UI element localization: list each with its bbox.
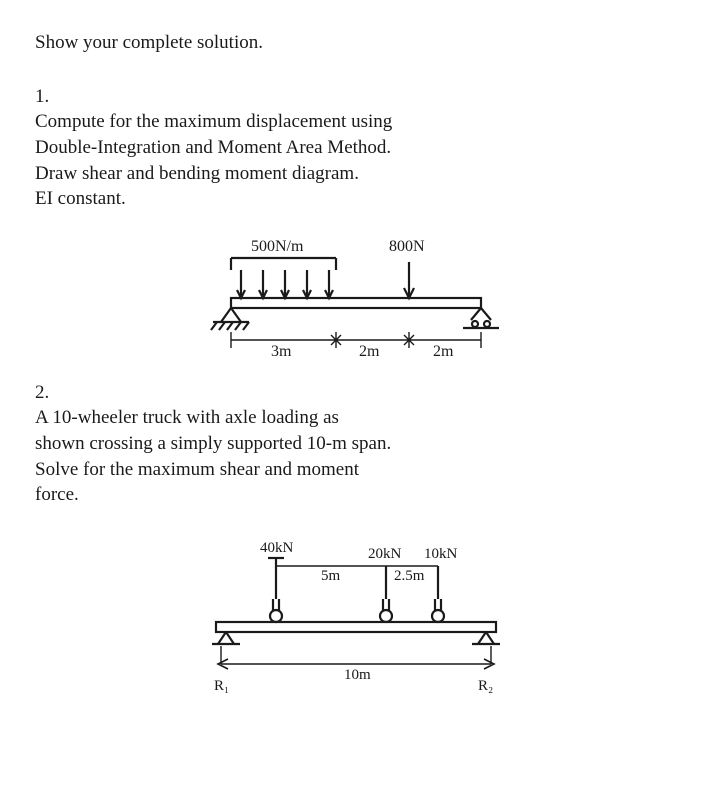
- p1-diagram: 500N/m 800N 3m 2m 2m: [191, 218, 521, 358]
- header-text: Show your complete solution.: [35, 32, 263, 53]
- p2-number: 2.: [35, 380, 61, 406]
- p2-diagram: 40kN 20kN 10kN 5m 2.5m 10m R₁ R₂: [176, 514, 536, 694]
- p1-dim2: 2m: [359, 343, 380, 358]
- p1-line2: Double-Integration and Moment Area Metho…: [35, 137, 391, 158]
- problem-2: 2. A 10-wheeler truck with axle loading …: [35, 380, 677, 694]
- problem-1: 1. Compute for the maximum displacement …: [35, 84, 677, 358]
- p1-line1: Compute for the maximum displacement usi…: [35, 111, 392, 132]
- p2-w1: 40kN: [260, 540, 294, 556]
- p1-number: 1.: [35, 84, 61, 110]
- p2-w2: 20kN: [368, 546, 402, 562]
- p2-line2: shown crossing a simply supported 10-m s…: [35, 433, 391, 454]
- p1-line4: EI constant.: [35, 188, 126, 209]
- p2-line4: force.: [35, 484, 79, 505]
- p1-line3: Draw shear and bending moment diagram.: [35, 163, 359, 184]
- p1-dim1: 3m: [271, 343, 292, 358]
- p1-dim3: 2m: [433, 343, 454, 358]
- p2-line3: Solve for the maximum shear and moment: [35, 459, 359, 480]
- p2-line1: A 10-wheeler truck with axle loading as: [35, 407, 339, 428]
- p2-s1: 5m: [321, 568, 341, 584]
- p2-s2: 2.5m: [394, 568, 425, 584]
- p2-w3: 10kN: [424, 546, 458, 562]
- p2-r1: R₁: [214, 678, 229, 694]
- page-header: Show your complete solution.: [35, 30, 677, 56]
- p2-r2: R₂: [478, 678, 493, 694]
- p2-span: 10m: [344, 667, 371, 683]
- p1-dist-load-label: 500N/m: [251, 238, 304, 255]
- p1-point-load-label: 800N: [389, 238, 425, 255]
